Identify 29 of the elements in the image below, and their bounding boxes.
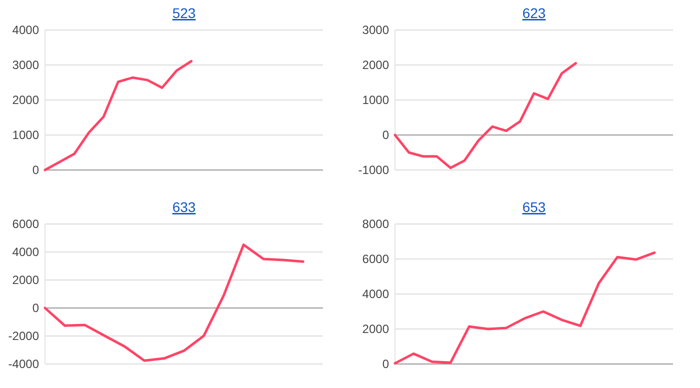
chart-title: 623 bbox=[522, 5, 546, 21]
y-tick-label: 6000 bbox=[12, 217, 40, 232]
line-series bbox=[44, 60, 193, 172]
y-tick-label: -2000 bbox=[8, 329, 40, 344]
y-tick-label: 3000 bbox=[12, 58, 40, 72]
y-tick-label: 0 bbox=[382, 128, 390, 142]
y-tick-label: 2000 bbox=[12, 93, 40, 108]
y-tick-label: 0 bbox=[32, 163, 40, 178]
chart-title: 633 bbox=[172, 199, 196, 215]
y-tick-label: 8000 bbox=[362, 217, 390, 232]
y-tick-label: 2000 bbox=[362, 58, 390, 72]
y-tick-label: 4000 bbox=[362, 287, 390, 302]
y-tick-label: 0 bbox=[382, 357, 390, 372]
y-tick-label: 0 bbox=[32, 301, 40, 316]
y-tick-label: 1000 bbox=[12, 128, 40, 142]
line-series bbox=[44, 243, 304, 362]
y-tick-label: -1000 bbox=[358, 163, 390, 178]
line-series bbox=[394, 251, 656, 365]
chart-title: 653 bbox=[522, 199, 546, 215]
y-tick-label: 4000 bbox=[12, 23, 40, 38]
y-tick-label: 6000 bbox=[362, 252, 390, 266]
y-tick-label: -4000 bbox=[8, 357, 40, 372]
y-tick-label: 3000 bbox=[362, 23, 390, 38]
y-tick-label: 2000 bbox=[12, 273, 40, 288]
y-tick-label: 4000 bbox=[12, 245, 40, 260]
y-tick-label: 2000 bbox=[362, 322, 390, 336]
chart-title: 523 bbox=[172, 5, 196, 21]
y-tick-label: 1000 bbox=[362, 93, 390, 108]
line-series bbox=[394, 62, 577, 170]
